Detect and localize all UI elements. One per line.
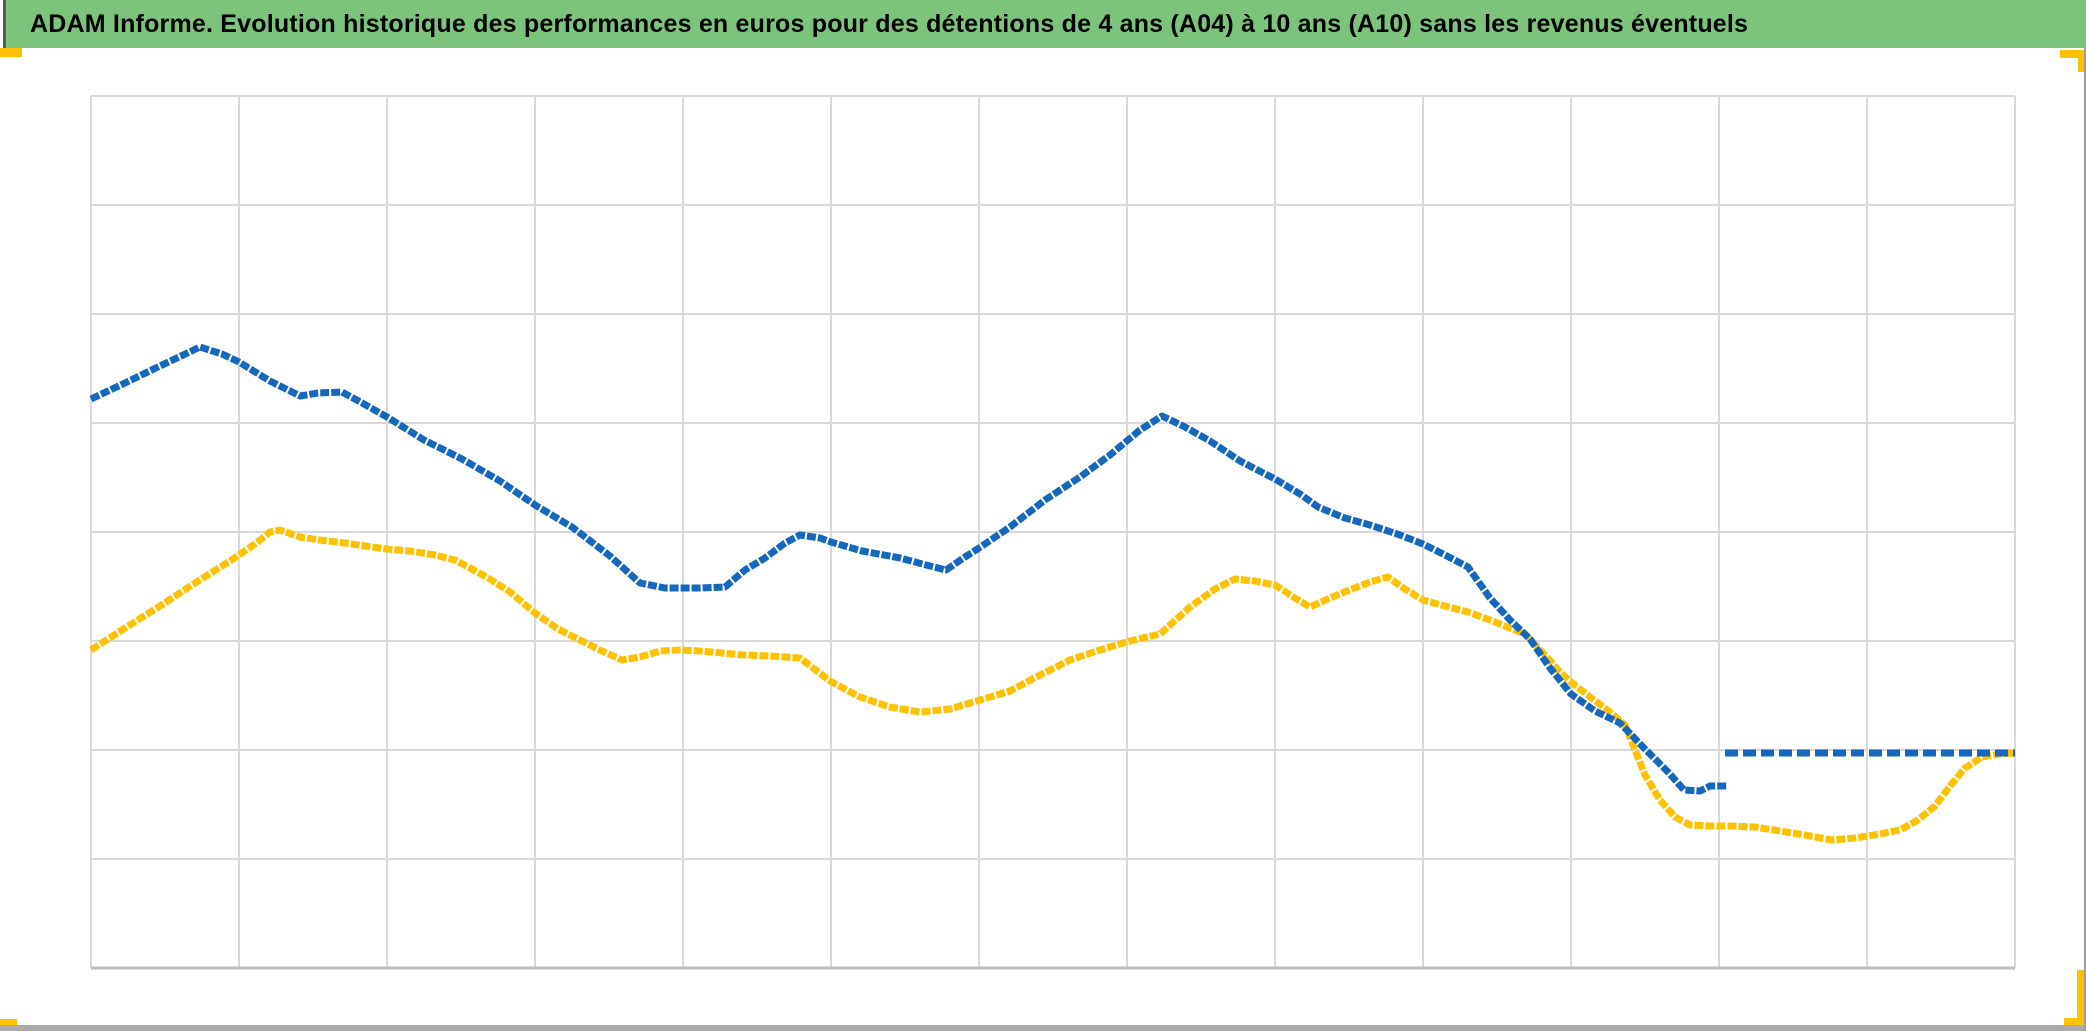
page-title: ADAM Informe. Evolution historique des p… [30, 9, 1749, 38]
top-left-yellow-accent [0, 48, 22, 57]
series-blue-line [89, 343, 1727, 795]
series-yellow-line [89, 526, 2016, 844]
chart-gridlines [90, 95, 2016, 970]
footer-gray-bar [0, 1025, 2086, 1031]
header-left-tick [3, 0, 6, 48]
bottom-right-yellow-accent-vertical [2077, 970, 2086, 1026]
header-bar: ADAM Informe. Evolution historique des p… [6, 0, 2086, 48]
right-gray-border [2084, 48, 2086, 1031]
top-right-yellow-accent-vertical [2078, 50, 2086, 72]
top-right-yellow-accent-horizontal [2060, 50, 2086, 58]
bottom-right-yellow-accent-foot [2064, 1018, 2086, 1026]
